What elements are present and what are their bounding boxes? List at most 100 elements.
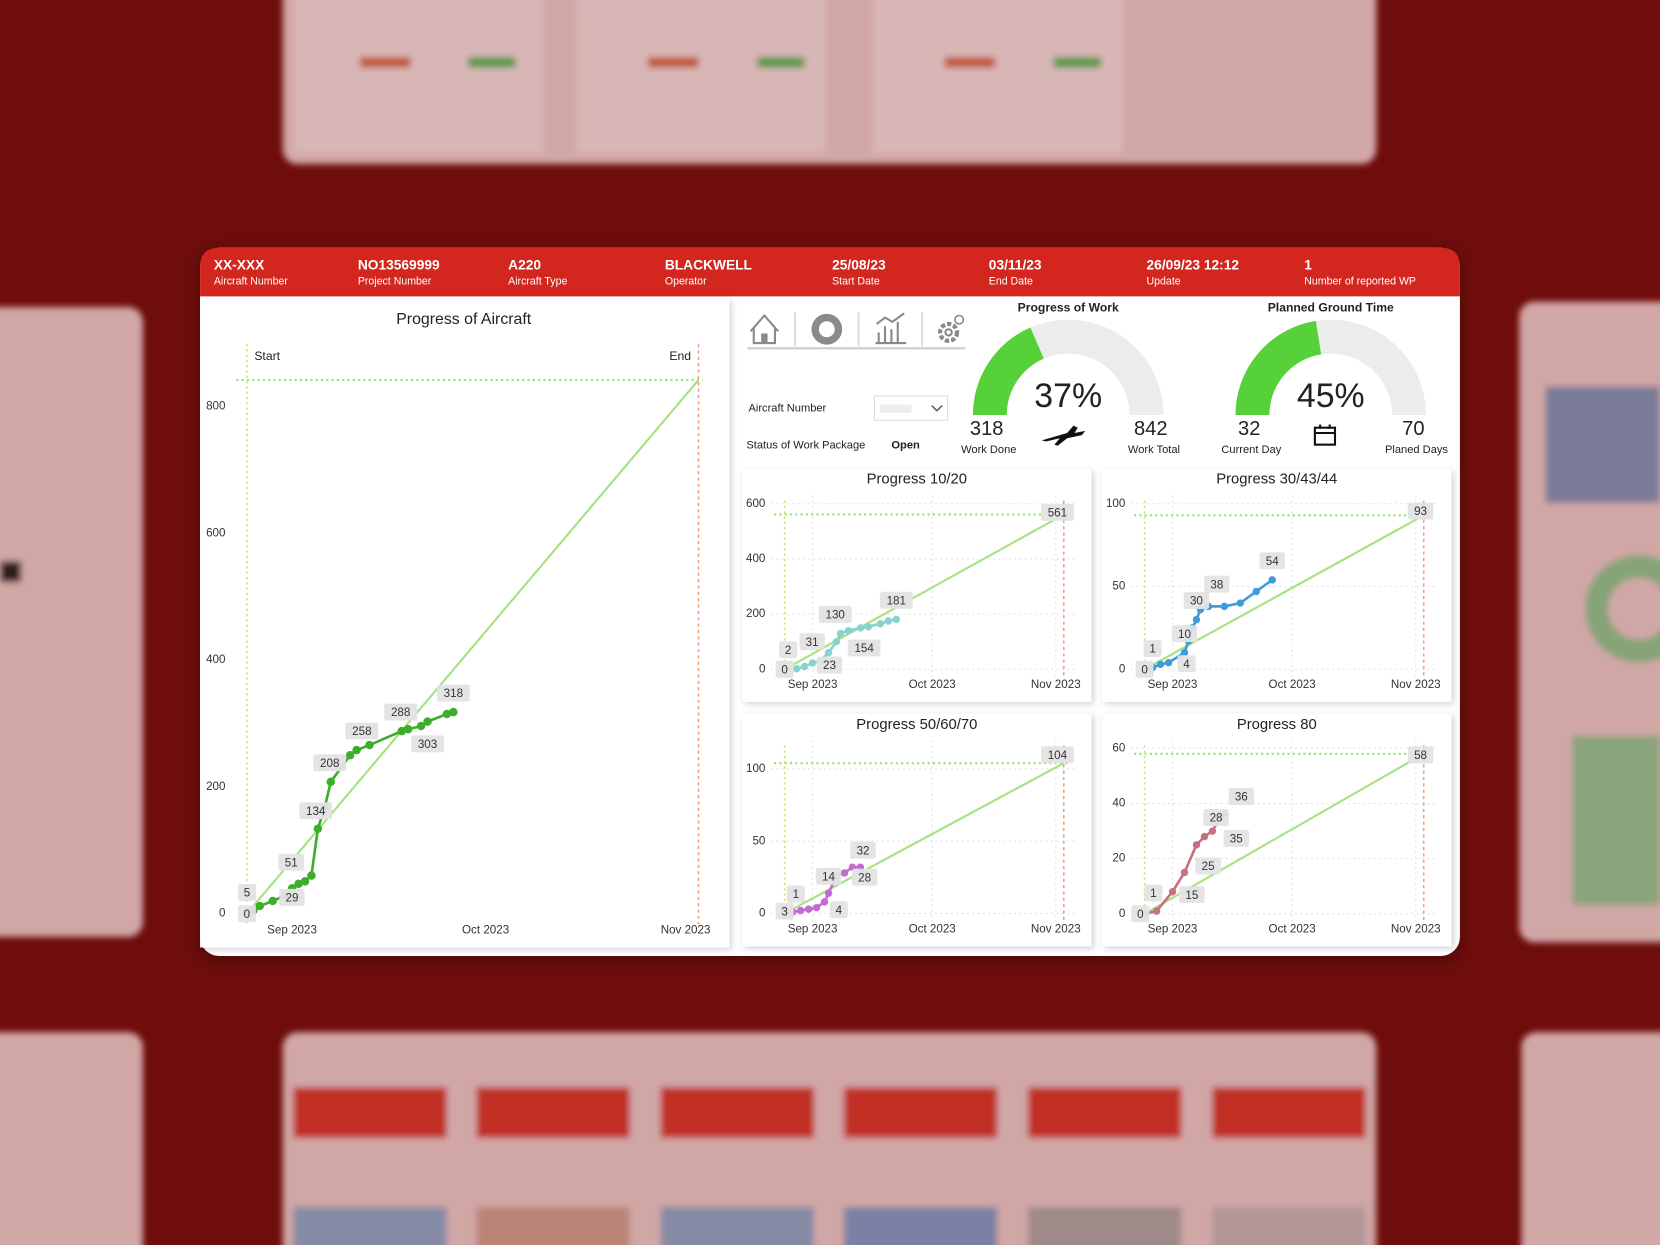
gauge-left-label: Work Done [961,444,1016,456]
progress-point [1268,576,1276,584]
data-label: 32 [857,844,870,857]
y-tick-label: 0 [1119,907,1126,920]
data-label-box [279,888,305,906]
header-value: A220 [508,257,541,272]
progress-point [326,777,336,787]
y-tick-label: 600 [746,497,766,510]
data-label: 2 [785,644,791,657]
header-label: End Date [989,275,1033,287]
data-label: 258 [352,725,371,738]
data-label: 154 [854,642,874,655]
data-label-box [1203,809,1229,826]
progress-point [1164,658,1173,667]
data-label: 561 [1048,507,1067,520]
data-label-box [1143,640,1162,658]
gauge-title: Planned Ground Time [1268,300,1394,314]
header-value: 26/09/23 12:12 [1147,257,1240,272]
progress-point [1192,841,1201,849]
x-tick-label: Sep 2023 [267,924,317,937]
data-label-box [313,754,347,772]
start-label: Start [254,349,280,363]
donut-button[interactable] [811,313,843,345]
gauge-left-value: 318 [970,418,1004,440]
progress-point [796,906,805,915]
gauge-right-value: 70 [1402,418,1424,440]
data-label: 303 [418,738,437,751]
progress-point [1192,615,1201,624]
data-label-box [829,901,848,919]
data-label-box [384,703,418,721]
progress-point [824,889,833,897]
header-label: Aircraft Number [214,275,289,287]
gauge-right-label: Work Total [1128,444,1180,456]
data-label: 181 [887,594,906,607]
data-label: 29 [286,892,299,905]
data-label: 4 [836,904,843,917]
x-tick-label: Oct 2023 [1269,678,1316,691]
data-label-box [850,841,876,859]
data-label-box [1041,746,1074,764]
data-label: 14 [822,870,835,883]
data-label-box [411,735,444,753]
end-label: End [669,349,691,363]
header-value: 25/08/23 [832,257,886,272]
data-label-box [1183,592,1210,610]
progress-point [884,617,893,625]
settings-button[interactable] [937,314,965,344]
progress-point [1200,832,1209,841]
data-label: 1 [1149,643,1155,656]
chart-button[interactable] [875,312,907,345]
progress-point [449,707,458,717]
y-tick-label: 100 [746,762,766,775]
x-tick-label: Oct 2023 [1269,923,1316,936]
progress-point [836,629,845,638]
progress-point [1208,827,1217,835]
progress-point [1180,868,1189,877]
calendar-icon [1313,424,1337,446]
progress-point [840,869,849,877]
progress-point [1236,599,1245,607]
aircraft-dropdown[interactable] [873,395,949,421]
data-label: 1 [793,888,799,901]
progress-point [1152,907,1161,915]
data-label-box [786,885,805,903]
header-label: Number of reported WP [1304,275,1416,287]
data-label: 38 [1210,578,1223,591]
header-bar [200,247,1460,297]
data-label-box [816,656,843,674]
data-label-box [278,853,304,871]
data-label-box [1135,660,1154,678]
data-label-box [1228,788,1255,805]
y-tick-label: 0 [759,662,766,675]
progress-point [876,620,885,628]
y-tick-label: 600 [206,526,226,539]
home-button[interactable] [749,313,779,345]
progress-point [808,659,817,667]
progress-point [892,615,901,624]
data-label-box [779,641,798,659]
header-fields: XX-XXX Aircraft Number NO13569999 Project N… [214,257,1416,287]
main-chart-panel [200,298,730,948]
data-label-box [345,722,379,740]
data-label-box [1131,905,1150,923]
header-label: Update [1147,275,1181,287]
gauge-left-label: Current Day [1221,444,1281,456]
header-label: Aircraft Type [508,275,567,287]
y-tick-label: 0 [759,907,766,920]
y-tick-label: 0 [1119,662,1126,675]
progress-point [397,726,406,736]
nav-icons [747,312,966,350]
data-label-box [238,884,257,901]
chart-title: Progress 10/20 [867,472,967,488]
data-label: 5 [244,887,250,900]
data-label: 318 [444,687,463,700]
data-label: 23 [823,659,836,672]
chart-title: Progress 50/60/70 [856,717,977,733]
x-tick-label: Oct 2023 [909,678,956,691]
gauge-percent: 37% [1034,377,1102,415]
header-value: XX-XXX [214,257,265,272]
progress-point [800,662,809,671]
plan-line [246,379,700,915]
data-label: 25 [1202,860,1215,873]
